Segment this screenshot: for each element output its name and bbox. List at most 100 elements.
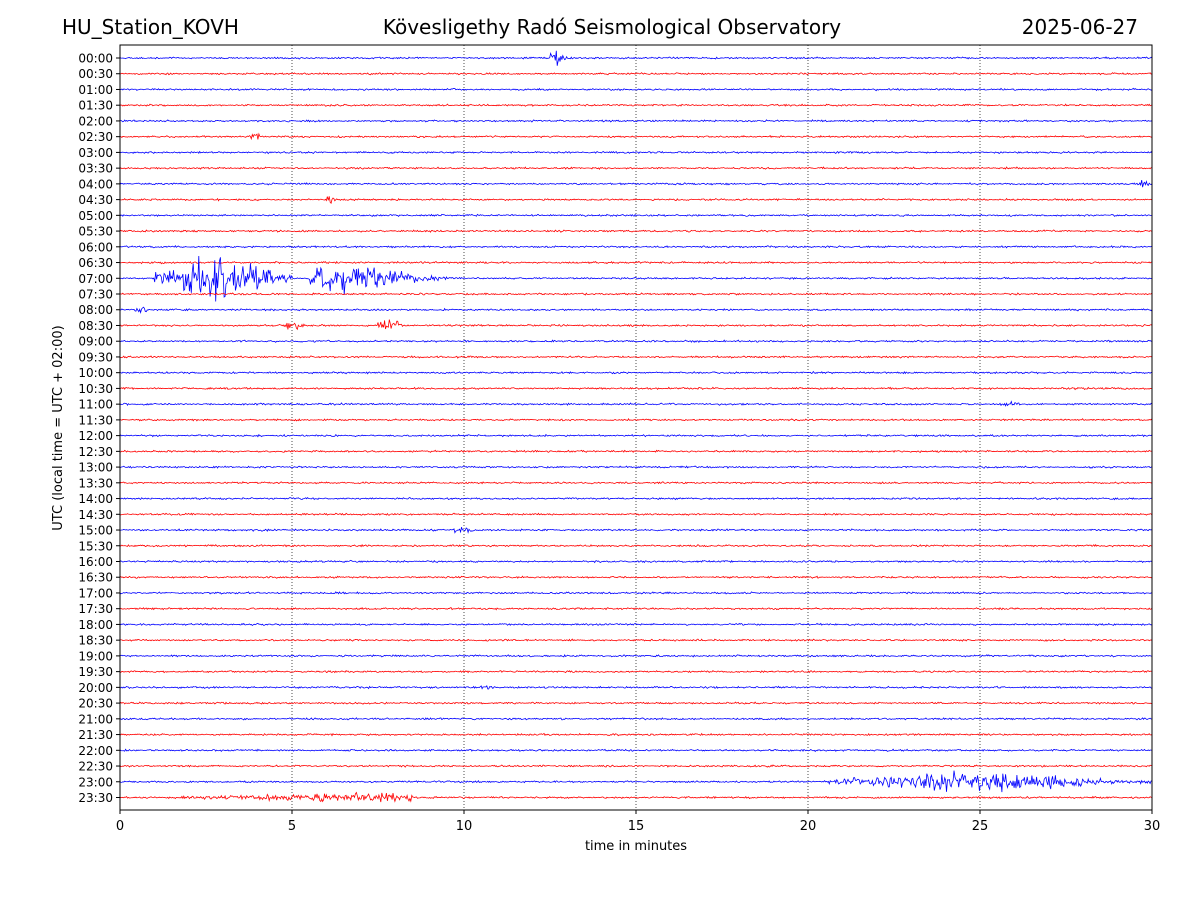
x-axis-label: time in minutes: [585, 839, 687, 854]
row-label: 20:00: [78, 681, 113, 695]
row-label: 04:30: [78, 193, 113, 207]
row-label: 09:30: [78, 350, 113, 364]
trace-1930: [119, 670, 1153, 674]
trace-0430: [119, 196, 1153, 205]
row-label: 23:30: [78, 791, 113, 805]
trace-0730: [119, 292, 1153, 296]
row-label: 05:30: [78, 225, 113, 239]
trace-1300: [119, 465, 1153, 469]
trace-0700: [119, 255, 1153, 302]
x-tick-label: 25: [972, 819, 989, 834]
trace-0000: [119, 50, 1153, 66]
row-label: 18:30: [78, 634, 113, 648]
trace-0100: [119, 87, 1153, 92]
x-tick-label: 0: [116, 819, 124, 834]
trace-1500: [119, 527, 1153, 534]
row-label: 14:30: [78, 508, 113, 522]
row-label: 12:00: [78, 429, 113, 443]
trace-2300: [119, 770, 1153, 793]
trace-0600: [119, 245, 1153, 249]
row-label: 07:30: [78, 288, 113, 302]
row-label: 23:00: [78, 775, 113, 789]
row-label: 10:00: [78, 366, 113, 380]
trace-0030: [119, 72, 1153, 76]
x-tick-label: 5: [288, 819, 296, 834]
record-date: 2025-06-27: [1021, 15, 1138, 39]
trace-0300: [119, 150, 1153, 155]
trace-2330: [119, 791, 1153, 803]
trace-1400: [119, 497, 1153, 501]
row-label: 15:30: [78, 539, 113, 553]
row-label: 11:00: [78, 398, 113, 412]
row-label: 11:30: [78, 413, 113, 427]
row-label: 13:00: [78, 461, 113, 475]
trace-0830: [119, 319, 1153, 331]
row-label: 19:30: [78, 665, 113, 679]
trace-0630: [119, 260, 1153, 265]
trace-0900: [119, 339, 1153, 343]
row-label: 12:30: [78, 445, 113, 459]
row-label: 06:30: [78, 256, 113, 270]
trace-1000: [119, 370, 1153, 375]
trace-1100: [119, 400, 1153, 407]
row-label: 16:30: [78, 571, 113, 585]
row-label: 13:30: [78, 476, 113, 490]
station-name: HU_Station_KOVH: [62, 15, 239, 39]
row-label: 10:30: [78, 382, 113, 396]
trace-2200: [119, 748, 1153, 753]
trace-1800: [119, 622, 1153, 627]
x-tick-label: 15: [628, 819, 645, 834]
row-label: 19:00: [78, 649, 113, 663]
row-label: 08:00: [78, 303, 113, 317]
row-label: 20:30: [78, 697, 113, 711]
x-axis-ticks: 0 5 10 15 20 25 30: [116, 810, 1160, 834]
row-label: 22:30: [78, 760, 113, 774]
trace-0230: [119, 132, 1153, 141]
trace-0330: [119, 166, 1153, 171]
row-label: 06:00: [78, 240, 113, 254]
row-label: 08:30: [78, 319, 113, 333]
row-label: 07:00: [78, 272, 113, 286]
row-label: 00:00: [78, 52, 113, 66]
row-label: 09:00: [78, 335, 113, 349]
row-label: 14:00: [78, 492, 113, 506]
trace-1530: [119, 543, 1153, 548]
row-label: 02:00: [78, 114, 113, 128]
trace-1600: [119, 559, 1153, 564]
grid-lines: [291, 45, 981, 810]
row-label: 17:00: [78, 586, 113, 600]
row-label: 01:30: [78, 99, 113, 113]
row-label: 05:00: [78, 209, 113, 223]
trace-0400: [119, 179, 1153, 188]
trace-0130: [119, 103, 1153, 107]
trace-0500: [119, 213, 1153, 218]
trace-1830: [119, 638, 1153, 642]
y-axis-label: UTC (local time = UTC + 02:00): [51, 325, 66, 530]
x-tick-label: 30: [1144, 819, 1161, 834]
trace-1430: [119, 512, 1153, 516]
trace-2230: [119, 764, 1153, 768]
trace-1200: [119, 433, 1153, 438]
row-label: 03:00: [78, 146, 113, 160]
trace-1730: [119, 606, 1153, 611]
trace-1030: [119, 386, 1153, 391]
trace-1700: [119, 591, 1153, 595]
row-label: 21:30: [78, 728, 113, 742]
row-label: 02:30: [78, 130, 113, 144]
row-label: 18:00: [78, 618, 113, 632]
trace-2000: [119, 684, 1153, 690]
trace-2030: [119, 701, 1153, 705]
row-label: 17:30: [78, 602, 113, 616]
trace-0800: [119, 306, 1153, 314]
trace-1900: [119, 654, 1153, 658]
row-label: 22:00: [78, 744, 113, 758]
x-tick-label: 10: [456, 819, 473, 834]
x-tick-label: 20: [800, 819, 817, 834]
seismic-traces: [119, 50, 1153, 803]
trace-1330: [119, 481, 1153, 485]
trace-1630: [119, 575, 1153, 579]
row-label: 15:00: [78, 524, 113, 538]
trace-0200: [119, 119, 1153, 123]
